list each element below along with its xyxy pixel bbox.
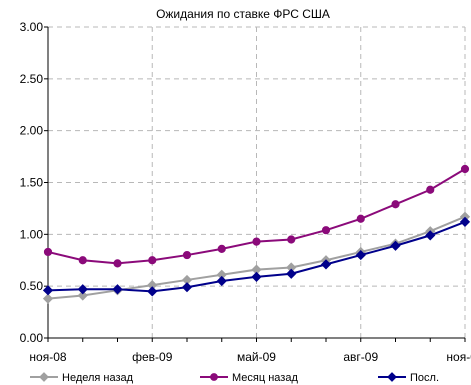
x-tick-label: ноя-08 (29, 350, 66, 364)
y-tick-label: 2.00 (20, 124, 44, 138)
series-2 (43, 164, 470, 268)
data-point (287, 235, 296, 244)
data-point (286, 268, 297, 279)
data-point (391, 200, 400, 209)
x-tick-label: фев-09 (132, 350, 173, 364)
legend-marker (39, 372, 49, 382)
data-point (78, 256, 87, 265)
x-tick-label: май-09 (237, 350, 276, 364)
data-point (425, 230, 436, 241)
data-point (390, 240, 401, 251)
data-point (42, 285, 54, 296)
data-point (459, 216, 471, 228)
y-tick-label: 1.50 (20, 176, 44, 190)
legend-label: Неделя назад (62, 372, 134, 384)
data-point (252, 237, 261, 246)
y-tick-label: 0.00 (20, 331, 44, 345)
y-tick-label: 1.00 (20, 227, 44, 241)
x-tick-label: ноя-09 (446, 350, 471, 364)
y-tick-label: 2.50 (20, 72, 44, 86)
legend-item: Месяц назад (200, 372, 298, 384)
axes: 0.00 0.50 1.00 1.50 2.00 2.50 3.00 ноя-08 фев-09… (20, 20, 471, 364)
data-point (112, 284, 123, 295)
data-point (147, 286, 158, 297)
series-3 (42, 216, 471, 297)
legend: Неделя назад Месяц назад Посл. (30, 372, 439, 384)
data-point (43, 247, 53, 257)
data-point (113, 259, 122, 268)
data-point (321, 226, 331, 235)
x-tick-label: авг-09 (343, 350, 378, 364)
data-point (77, 284, 88, 295)
y-tick-label: 3.00 (20, 20, 44, 34)
data-point (182, 250, 192, 260)
legend-marker (387, 372, 397, 382)
legend-label: Посл. (410, 372, 439, 384)
data-point (42, 293, 54, 304)
legend-marker (210, 373, 218, 381)
data-point (251, 271, 262, 282)
grid (48, 26, 466, 338)
data-point (181, 282, 193, 293)
y-tick-label: 0.50 (20, 279, 44, 293)
data-point (460, 164, 470, 174)
data-point (77, 290, 88, 301)
chart-title: Ожидания по ставке ФРС США (156, 7, 330, 21)
data-point (426, 185, 435, 194)
series-layer (42, 164, 471, 304)
data-point (217, 244, 226, 253)
data-point (320, 259, 332, 270)
data-point (148, 256, 157, 265)
data-point (355, 249, 366, 261)
data-point (356, 214, 365, 223)
data-point (216, 275, 227, 287)
legend-label: Месяц назад (232, 372, 298, 384)
legend-item: Посл. (378, 372, 439, 384)
legend-item: Неделя назад (30, 372, 134, 384)
